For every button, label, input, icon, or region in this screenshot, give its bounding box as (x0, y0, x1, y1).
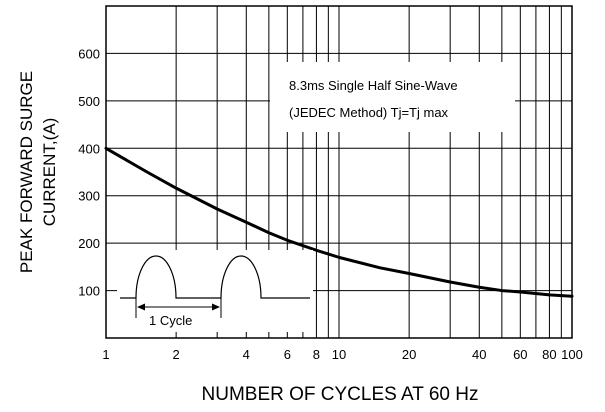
y-tick-label: 300 (78, 189, 100, 204)
x-tick-label: 1 (102, 347, 109, 362)
y-tick-label: 100 (78, 284, 100, 299)
x-tick-label: 8 (313, 347, 320, 362)
x-tick-label: 100 (561, 347, 583, 362)
inset-arrowhead-left (137, 303, 145, 311)
y-tick-label: 600 (78, 46, 100, 61)
surge-current-curve (104, 146, 574, 298)
x-tick-label: 40 (472, 347, 486, 362)
series (104, 146, 574, 298)
y-tick-label: 200 (78, 236, 100, 251)
annotation-line-2: (JEDEC Method) Tj=Tj max (289, 105, 449, 120)
inset-cycle-label: 1 Cycle (149, 313, 192, 328)
inset-waveform: 1 Cycle (117, 250, 313, 332)
x-tick-label: 60 (513, 347, 527, 362)
y-axis-title-line-1: PEAK FORWARD SURGE (17, 71, 36, 273)
y-axis-title-line-2: CURRENT,(A) (40, 118, 59, 227)
y-tick-label: 400 (78, 141, 100, 156)
inset-arrowhead-right (212, 303, 220, 311)
x-tick-label: 2 (173, 347, 180, 362)
annotation-line-1: 8.3ms Single Half Sine-Wave (289, 78, 458, 93)
x-tick-label: 4 (243, 347, 250, 362)
inset-waveform-line (120, 255, 310, 299)
y-tick-label: 500 (78, 94, 100, 109)
x-tick-label: 80 (542, 347, 556, 362)
annotation-box: 8.3ms Single Half Sine-Wave (JEDEC Metho… (270, 62, 515, 132)
plot-frame (105, 5, 573, 339)
x-tick-label: 6 (284, 347, 291, 362)
x-axis-title: NUMBER OF CYCLES AT 60 Hz (202, 384, 479, 405)
inset-background (117, 250, 313, 332)
x-tick-label: 10 (332, 347, 346, 362)
tick-labels: 1 2 4 6 8 10 20 40 60 80 100 100 200 300 400 500 600 (78, 46, 583, 362)
x-tick-label: 20 (402, 347, 416, 362)
annotation-background (270, 62, 515, 132)
